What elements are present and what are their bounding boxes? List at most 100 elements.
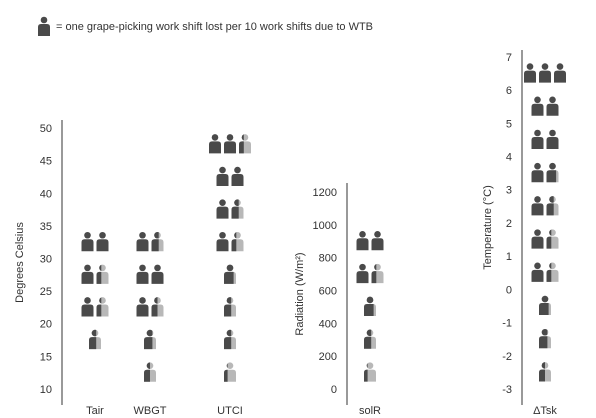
y-axis-title: Radiation (W/m²) — [294, 252, 306, 335]
icon-row — [531, 229, 559, 249]
y-tick-label: 5 — [506, 118, 512, 130]
x-tick-label: WBGT — [134, 405, 167, 417]
icon-head — [154, 264, 161, 272]
icon-body — [216, 174, 229, 187]
icon-row — [216, 231, 244, 252]
icon-row — [531, 162, 559, 183]
icon-body — [356, 271, 369, 284]
y-tick-label: 0 — [331, 384, 337, 396]
y-tick-label: 35 — [40, 221, 52, 233]
icon-head — [154, 297, 158, 304]
icon-body — [539, 303, 549, 316]
icon-head — [99, 231, 106, 239]
icon-head — [374, 230, 381, 238]
icon-body — [546, 203, 554, 216]
icon-row — [364, 296, 376, 316]
icon-body — [81, 304, 94, 317]
icon-row — [364, 329, 376, 349]
icon-head — [541, 362, 545, 369]
icon-row — [216, 166, 244, 187]
icon-body — [531, 103, 544, 116]
icon-head — [366, 329, 372, 337]
icon-body — [136, 239, 149, 252]
icon-row — [81, 231, 109, 252]
icon-row — [209, 134, 251, 154]
y-tick-label: 1 — [506, 251, 512, 263]
icon-row — [531, 96, 559, 116]
icon-head — [534, 129, 541, 137]
icon-head — [84, 264, 91, 272]
icon-body — [81, 271, 94, 284]
icon-row — [539, 328, 551, 349]
icon-body — [96, 239, 109, 252]
icon-head — [549, 196, 554, 203]
icon-row — [364, 362, 376, 382]
icon-head — [534, 229, 541, 236]
icon-head — [359, 230, 366, 238]
icon-body — [554, 70, 566, 83]
icon-row — [531, 262, 559, 282]
y-tick-label: 6 — [506, 85, 512, 97]
icon-body — [96, 304, 102, 317]
icon-head — [374, 264, 377, 271]
icon-body — [81, 239, 94, 252]
icon-body — [224, 337, 232, 350]
y-tick-label: 3 — [506, 185, 512, 197]
y-tick-label: 7 — [506, 52, 512, 64]
icon-body — [364, 369, 368, 382]
icon-head — [549, 129, 556, 137]
icon-row — [539, 362, 551, 382]
icon-body — [231, 239, 237, 252]
icon-head — [534, 162, 541, 170]
icon-head — [549, 96, 556, 104]
icon-head — [534, 196, 541, 203]
icon-body — [371, 238, 384, 251]
icon-row — [136, 231, 164, 252]
icon-body — [531, 203, 544, 216]
icon-head — [549, 162, 556, 170]
icon-body — [209, 141, 221, 154]
icon-row — [539, 295, 551, 316]
icon-body — [546, 136, 559, 149]
icon-head — [139, 231, 146, 239]
icon-body — [531, 170, 544, 183]
icon-body — [224, 271, 234, 284]
icon-head — [541, 328, 548, 336]
icon-head — [541, 295, 549, 303]
x-tick-label: Tair — [86, 405, 104, 417]
icon-head — [556, 63, 564, 70]
icon-body — [144, 337, 153, 350]
icon-row — [531, 129, 559, 149]
y-tick-label: 50 — [40, 123, 52, 135]
icon-head — [139, 297, 146, 304]
y-tick-label: 15 — [40, 351, 52, 363]
y-tick-label: 4 — [506, 152, 512, 164]
icon-head — [226, 329, 232, 337]
icon-body — [151, 239, 159, 252]
y-tick-label: 0 — [506, 284, 512, 296]
icon-row — [81, 297, 109, 317]
y-tick-label: 800 — [319, 253, 337, 265]
icon-body — [356, 238, 369, 251]
icon-body — [151, 271, 164, 284]
icon-head — [99, 297, 102, 304]
icon-row — [531, 196, 559, 216]
icon-row — [144, 362, 156, 382]
icon-body — [364, 336, 372, 349]
icon-head — [84, 231, 91, 239]
icon-body — [239, 141, 244, 154]
icon-body — [144, 369, 150, 382]
legend-text: = one grape-picking work shift lost per … — [56, 21, 373, 33]
icon-head — [226, 363, 228, 368]
icon-body — [224, 369, 228, 382]
icon-head — [526, 63, 534, 70]
y-tick-label: 1200 — [313, 187, 337, 199]
icon-row — [356, 263, 384, 284]
icon-head — [99, 264, 102, 271]
y-axis-title: Degrees Celsius — [14, 222, 26, 303]
icon-head — [139, 264, 146, 272]
icon-row — [216, 199, 244, 219]
icon-body — [546, 236, 552, 249]
x-tick-label: ΔTsk — [533, 405, 557, 417]
icon-body — [136, 304, 149, 317]
